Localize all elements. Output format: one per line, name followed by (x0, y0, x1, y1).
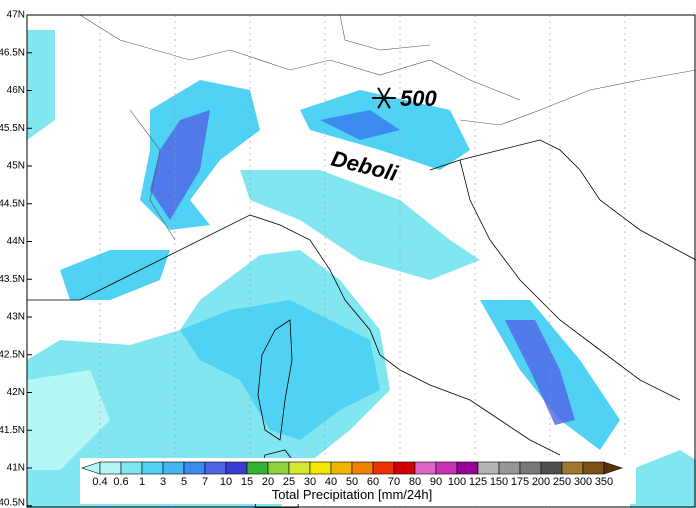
colorbar-swatch (330, 461, 353, 475)
snowflake-icon (372, 87, 396, 109)
precip-area (27, 370, 110, 470)
colorbar-label: 7 (202, 476, 208, 488)
colorbar-label: 100 (448, 476, 466, 488)
precip-area (180, 300, 380, 440)
colorbar-label: 1 (139, 476, 145, 488)
colorbar-label: 125 (469, 476, 487, 488)
lat-label: 43.5N (0, 274, 25, 285)
border (339, 14, 431, 51)
colorbar-swatch (309, 461, 332, 475)
border (79, 14, 521, 101)
colorbar-label: 3 (160, 476, 166, 488)
lat-label: 46.5N (0, 47, 25, 58)
lat-label: 43N (7, 312, 25, 323)
colorbar-label: 80 (409, 476, 421, 488)
precip-area (320, 110, 400, 140)
colorbar-swatch (267, 461, 290, 475)
colorbar-label: 300 (574, 476, 592, 488)
colorbar-swatch (477, 461, 500, 475)
lat-label: 42.5N (0, 349, 25, 360)
precipitation (27, 30, 696, 508)
colorbar-swatch (204, 461, 227, 475)
colorbar-swatch (414, 461, 437, 475)
colorbar-swatch (582, 461, 605, 475)
precip-area (27, 30, 55, 140)
lat-label: 45N (7, 161, 25, 172)
lat-label: 46N (7, 85, 25, 96)
colorbar-swatch (435, 461, 458, 475)
lat-label: 40.5N (0, 498, 25, 508)
colorbar-label: 200 (532, 476, 550, 488)
colorbar-swatch (456, 461, 479, 475)
lat-label: 41N (7, 463, 25, 474)
colorbar-label: 350 (595, 476, 613, 488)
colorbar-label: 5 (181, 476, 187, 488)
colorbar-swatch (183, 461, 206, 475)
coastline (429, 139, 696, 261)
colorbar-swatch (288, 461, 311, 475)
colorbar-swatch (393, 461, 416, 475)
precip-area (60, 250, 170, 300)
colorbar-label: 40 (325, 476, 337, 488)
colorbar-label: 60 (367, 476, 379, 488)
colorbar-swatch (99, 461, 122, 475)
colorbar-swatch (498, 461, 521, 475)
colorbar-label: 25 (283, 476, 295, 488)
coastline (27, 214, 561, 456)
precip-area (240, 170, 480, 280)
colorbar-label: 15 (241, 476, 253, 488)
lat-label: 41.5N (0, 425, 25, 436)
colorbar-swatch (540, 461, 563, 475)
colorbar-swatch (141, 461, 164, 475)
precip-area (150, 110, 210, 220)
colorbar-swatch (519, 461, 542, 475)
colorbar-label: 10 (220, 476, 232, 488)
colorbar-title: Total Precipitation [mm/24h] (272, 487, 432, 502)
grid (99, 15, 626, 508)
precip-area (630, 450, 696, 508)
snow-level-label: 500 (400, 86, 437, 111)
island-corsica (257, 319, 293, 441)
lat-axis: 47N 46.5N 46N 45.5N 45N 44.5N 44N 43.5N 43N 42.5N… (0, 10, 32, 508)
colorbar-label: 175 (511, 476, 529, 488)
lat-label: 42N (7, 387, 25, 398)
map-frame (26, 14, 696, 508)
borders (79, 14, 696, 241)
colorbar-arrow-high (603, 461, 623, 475)
coastline (459, 159, 681, 401)
colorbar-label: 150 (490, 476, 508, 488)
colorbar-swatch (561, 461, 584, 475)
lat-label: 45.5N (0, 123, 25, 134)
precip-area (505, 320, 575, 425)
lat-label: 47N (7, 10, 25, 21)
border (459, 69, 696, 126)
colorbar-swatch (162, 461, 185, 475)
border (129, 109, 176, 241)
colorbar: 0.4 0.6 1 3 5 7 10 15 20 25 30 40 50 60 70 80 90 100 125 15… (80, 458, 636, 504)
colorbar-swatch (120, 461, 143, 475)
colorbar-label: 90 (430, 476, 442, 488)
colorbar-label: 250 (553, 476, 571, 488)
colorbar-swatch (225, 461, 248, 475)
colorbar-label: 30 (304, 476, 316, 488)
colorbar-label: 20 (262, 476, 274, 488)
lat-label: 44.5N (0, 198, 25, 209)
colorbar-swatch (246, 461, 269, 475)
colorbar-label: 50 (346, 476, 358, 488)
colorbar-label: 70 (388, 476, 400, 488)
lat-label: 44N (7, 236, 25, 247)
colorbar-swatch (372, 461, 395, 475)
colorbar-label: 0.6 (113, 476, 128, 488)
colorbar-swatch (351, 461, 374, 475)
colorbar-label: 0.4 (92, 476, 107, 488)
